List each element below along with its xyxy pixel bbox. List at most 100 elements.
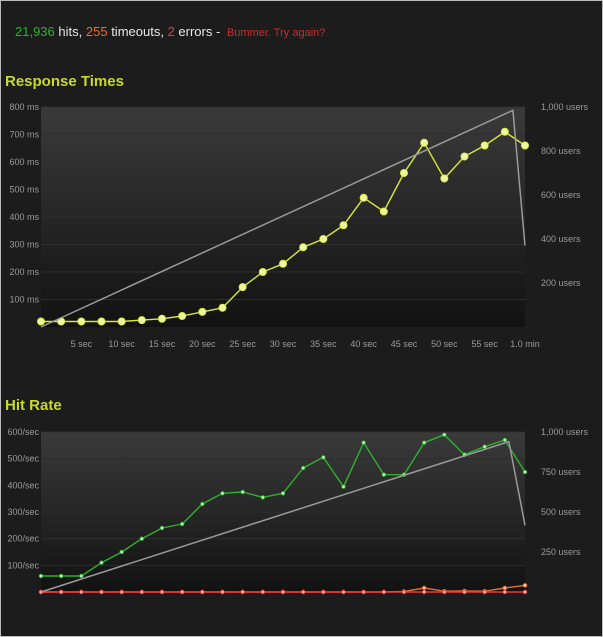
y-tick-label: 100/sec [7,560,39,570]
response-time-line-point [117,317,126,326]
response-time-line-point [460,152,469,161]
users-line [40,440,526,593]
response-time-line-point [278,259,287,268]
timeouts-line-point [522,583,528,588]
x-tick-label: 10 sec [108,339,135,349]
errors-line-point [522,589,528,595]
x-tick-label: 45 sec [391,339,418,349]
response-time-line-point [37,317,46,326]
hits-line-point [421,440,427,445]
errors-line-point [240,589,245,595]
hits-line-point [58,573,64,579]
errors-line-point [159,589,165,595]
hits-line-point [321,455,326,460]
errors-line-point [119,589,124,595]
errors-line-point [260,589,266,595]
y-tick-label: 300/sec [7,507,39,517]
response-times-title: Response Times [5,73,124,90]
y-tick-label: 600 ms [9,157,39,167]
y2-tick-label: 500 users [541,507,581,517]
hits-line-point [482,444,487,449]
errors-line-point [381,589,387,595]
response-time-line-point [157,314,166,323]
y-tick-label: 200 ms [9,267,39,277]
y-tick-label: 100 ms [9,295,39,305]
response-time-line-point [399,169,408,178]
response-time-line-point [319,234,328,243]
x-tick-label: 55 sec [471,339,498,349]
x-tick-label: 1.0 min [510,339,540,349]
hits-line-point [240,489,245,495]
errors-line-point [300,589,306,595]
response-time-line-point [521,141,530,150]
errors-line-point [482,589,487,595]
response-time-line-point [198,307,207,316]
y2-tick-label: 1,000 users [541,102,589,112]
hit-rate-chart: 100/sec 200/sec 300/sec 400/sec 500/sec 600/s… [7,427,589,595]
errors-line-point [139,589,145,595]
hits-line-point [280,491,286,496]
hits-label: hits, [58,24,83,39]
hits-line-point [220,491,225,496]
x-tick-label: 40 sec [350,339,377,349]
y-tick-label: 700 ms [9,130,39,140]
errors-line-point [421,589,427,595]
response-time-line-point [299,243,308,252]
y-tick-label: 200/sec [7,534,39,544]
response-time-line-point [359,193,368,202]
hits-line-point [442,432,447,437]
errors-line-point [220,589,225,595]
y2-tick-label: 1,000 users [541,427,589,437]
errors-line-point [502,589,508,595]
response-time-line-point [440,174,449,183]
hits-line-point [179,521,185,527]
hits-count: 21,936 [15,24,55,39]
hits-line-point [79,573,84,579]
errors-line-point [99,589,104,595]
response-time-line-point [500,127,509,136]
y2-tick-label: 250 users [541,547,581,557]
errors-label: errors - [178,24,221,39]
response-time-line-point [480,141,489,150]
errors-line-point [79,589,84,595]
timeouts-line-point [502,585,508,591]
errors-line-point [58,589,64,595]
response-time-line-point [77,317,86,326]
response-time-line-point [97,317,106,326]
errors-line-point [280,589,286,595]
y-tick-label: 400 ms [9,212,39,222]
response-time-line-point [178,311,187,320]
hits-line-point [99,560,104,565]
timeouts-label: timeouts, [111,24,164,39]
hit-rate-title: Hit Rate [5,397,62,414]
y2-tick-label: 750 users [541,467,581,477]
x-tick-label: 5 sec [71,339,93,349]
errors-line-point [462,589,467,595]
response-time-line-point [238,283,247,292]
x-tick-label: 30 sec [270,339,297,349]
errors-count: 2 [167,24,175,39]
y2-tick-label: 800 users [541,146,581,156]
users-line [40,109,526,328]
errors-line-point [200,589,205,595]
retry-message[interactable]: Bummer. Try again? [226,27,326,39]
response-time-line-point [339,221,348,230]
hits-line-point [300,465,306,471]
response-times-chart: 100 ms 200 ms 300 ms 400 ms 500 ms 600 ms 700 … [9,102,589,349]
hits-line-point [159,525,165,531]
y-tick-label: 600/sec [7,427,39,437]
y-tick-label: 300 ms [9,240,39,250]
response-time-line-point [218,303,227,312]
response-time-line-point [258,267,267,276]
x-tick-label: 15 sec [149,339,176,349]
hits-line-point [522,469,528,475]
hits-line-point [341,484,346,489]
errors-line-point [442,589,447,595]
x-tick-label: 50 sec [431,339,458,349]
errors-line-point [341,589,346,595]
timeouts-count: 255 [85,24,108,39]
timeouts-line-point [421,585,427,591]
y2-tick-label: 600 users [541,190,581,200]
hits-line-point [119,549,124,555]
hits-line-point [260,495,266,500]
